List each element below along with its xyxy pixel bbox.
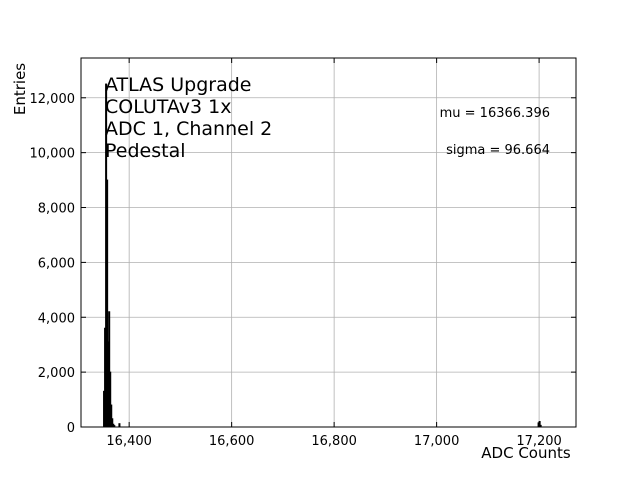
annotation: ADC 1, Channel 2 bbox=[105, 118, 272, 140]
annotation: ATLAS Upgrade bbox=[105, 74, 251, 96]
x-tick-label: 17,200 bbox=[516, 434, 562, 449]
x-axis-label: ADC Counts bbox=[481, 444, 571, 462]
y-tick-label: 4,000 bbox=[38, 311, 75, 326]
stat-label: mu = 16366.396 bbox=[440, 106, 550, 121]
annotation: COLUTAv3 1x bbox=[105, 96, 232, 118]
x-tick-label: 16,400 bbox=[106, 434, 152, 449]
x-tick-label: 17,000 bbox=[414, 434, 460, 449]
annotation: Pedestal bbox=[105, 140, 186, 162]
x-tick-label: 16,800 bbox=[311, 434, 357, 449]
y-tick-label: 6,000 bbox=[38, 256, 75, 271]
y-tick-label: 10,000 bbox=[30, 147, 76, 162]
x-tick-label: 16,600 bbox=[209, 434, 255, 449]
y-tick-label: 2,000 bbox=[38, 366, 75, 381]
y-tick-label: 0 bbox=[67, 421, 75, 436]
y-axis-label: Entries bbox=[11, 63, 29, 115]
y-tick-label: 8,000 bbox=[38, 202, 75, 217]
y-tick-label: 12,000 bbox=[30, 92, 76, 107]
plot-frame bbox=[80, 57, 577, 428]
stat-label: sigma = 96.664 bbox=[446, 143, 550, 158]
